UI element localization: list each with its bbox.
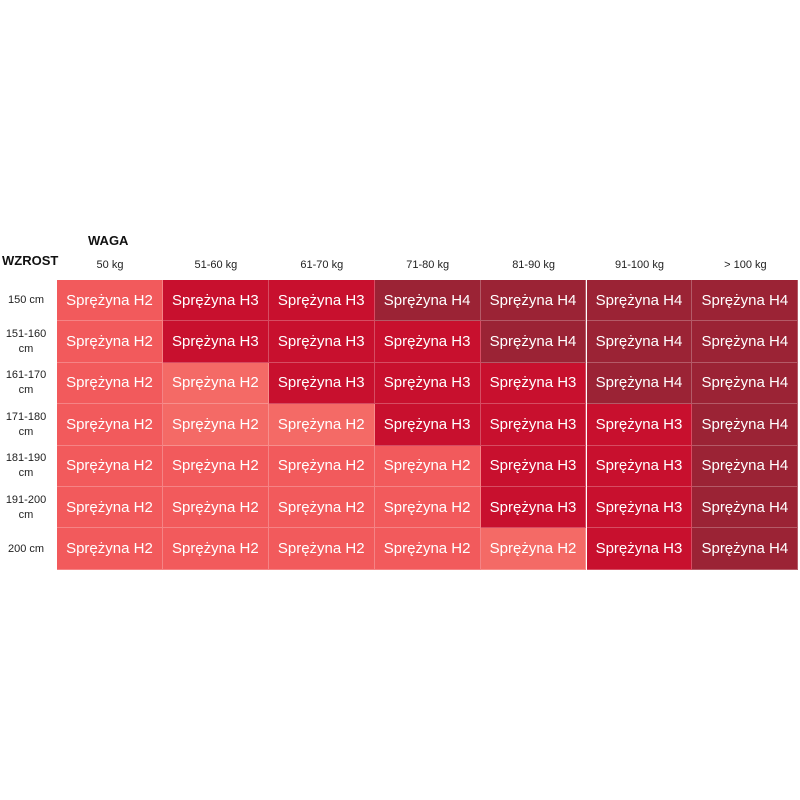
row-header: 191-200 cm: [5, 493, 47, 521]
column-header: 50 kg: [96, 259, 124, 271]
row-header: 161-170 cm: [5, 369, 47, 397]
cell: Sprężyna H2: [162, 404, 269, 446]
cell: Sprężyna H4: [586, 280, 693, 322]
cell: Sprężyna H2: [374, 487, 481, 529]
row-header: 200 cm: [7, 542, 45, 555]
cell: Sprężyna H4: [480, 280, 587, 322]
cell: Sprężyna H2: [480, 528, 587, 570]
cell: Sprężyna H3: [268, 321, 375, 363]
cell: Sprężyna H4: [692, 487, 799, 529]
column-header: 51-60 kg: [194, 259, 238, 271]
column-header: > 100 kg: [724, 259, 767, 271]
cell: Sprężyna H4: [692, 280, 799, 322]
weight-title: WAGA: [88, 233, 129, 248]
cell: Sprężyna H3: [480, 445, 587, 487]
cell: Sprężyna H3: [480, 487, 587, 529]
cell: Sprężyna H2: [268, 528, 375, 570]
cell: Sprężyna H4: [692, 321, 799, 363]
cell: Sprężyna H3: [480, 404, 587, 446]
column-header: 81-90 kg: [512, 259, 555, 271]
cell: Sprężyna H4: [586, 362, 693, 405]
cell: Sprężyna H2: [268, 445, 375, 487]
cell: Sprężyna H3: [480, 362, 587, 405]
column-header: 61-70 kg: [300, 259, 344, 271]
cell: Sprężyna H4: [692, 362, 799, 405]
cell: Sprężyna H3: [586, 404, 693, 446]
cell: Sprężyna H2: [162, 528, 269, 570]
cell: Sprężyna H3: [586, 445, 693, 487]
cell: Sprężyna H3: [162, 321, 269, 363]
cell: Sprężyna H2: [57, 404, 163, 446]
cell: Sprężyna H2: [57, 362, 163, 405]
column-header: 91-100 kg: [615, 259, 664, 271]
cell: Sprężyna H2: [162, 487, 269, 529]
row-header: 150 cm: [7, 294, 45, 307]
cell: Sprężyna H2: [57, 487, 163, 529]
cell: Sprężyna H3: [268, 280, 375, 322]
cell: Sprężyna H4: [692, 528, 799, 570]
height-title: WZROST: [2, 253, 59, 268]
cell: Sprężyna H4: [586, 321, 693, 363]
cell: Sprężyna H4: [480, 321, 587, 363]
cell: Sprężyna H2: [57, 528, 163, 570]
cell: Sprężyna H2: [57, 280, 163, 322]
row-header: 171-180 cm: [5, 410, 47, 438]
cell: Sprężyna H2: [57, 445, 163, 487]
cell: Sprężyna H3: [586, 487, 693, 529]
cell: Sprężyna H3: [586, 528, 693, 570]
cell: Sprężyna H2: [162, 362, 269, 405]
cell: Sprężyna H2: [374, 445, 481, 487]
cell: Sprężyna H4: [692, 404, 799, 446]
cell: Sprężyna H3: [268, 362, 375, 405]
cell: Sprężyna H2: [162, 445, 269, 487]
cell: Sprężyna H2: [268, 487, 375, 529]
row-header: 151-160 cm: [5, 328, 47, 356]
column-header: 71-80 kg: [406, 259, 450, 271]
cell: Sprężyna H3: [374, 321, 481, 363]
cell: Sprężyna H2: [57, 321, 163, 363]
cell: Sprężyna H2: [268, 404, 375, 446]
cell: Sprężyna H4: [374, 280, 481, 322]
cell: Sprężyna H3: [374, 362, 481, 405]
cell: Sprężyna H3: [374, 404, 481, 446]
cell: Sprężyna H3: [162, 280, 269, 322]
row-header: 181-190 cm: [5, 452, 47, 480]
cell: Sprężyna H4: [692, 445, 799, 487]
cell: Sprężyna H2: [374, 528, 481, 570]
